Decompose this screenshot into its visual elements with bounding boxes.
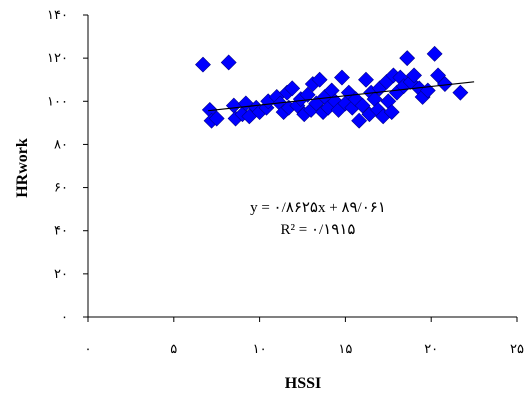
x-tick-label: ۱۵ [338, 341, 352, 356]
y-axis-title: HRwork [14, 138, 31, 198]
data-point [220, 54, 237, 71]
data-point [299, 86, 316, 103]
data-point [358, 71, 374, 88]
x-axis-title: HSSI [285, 375, 321, 392]
r-squared-label: R² = ۰/۱۹۱۵ [281, 222, 356, 238]
data-point [195, 56, 211, 73]
x-tick-label: ۵ [170, 341, 177, 356]
y-tick-label: ۶۰ [54, 180, 68, 195]
y-tick-label: ۰ [61, 309, 68, 324]
data-point [426, 45, 443, 62]
x-tick-label: ۱۰ [253, 341, 267, 356]
data-point [437, 76, 453, 92]
data-point [383, 104, 400, 120]
data-points [195, 45, 469, 129]
data-point [452, 84, 469, 101]
x-tick-label: ۰ [85, 341, 92, 356]
trendline [208, 81, 475, 112]
x-tick-label: ۲۵ [510, 341, 524, 356]
regression-equation: y = ۰/۸۶۲۵x + ۸۹/۰۶۱ [250, 200, 386, 216]
axes: ۰ ۲۰ ۴۰ ۶۰ ۸۰ ۱۰۰ ۱۲۰ ۱۴۰ ۰ ۵ ۱۰ ۱۵ ۲۰ ۲۵ [47, 7, 524, 356]
y-tick-label: ۲۰ [54, 266, 68, 281]
y-tick-label: ۱۲۰ [47, 50, 68, 65]
data-point [354, 97, 371, 114]
y-tick-label: ۸۰ [54, 136, 68, 151]
data-point [311, 71, 328, 88]
data-point [430, 67, 446, 84]
data-point [406, 67, 422, 84]
y-tick-label: ۴۰ [54, 223, 68, 238]
y-tick-label: ۱۴۰ [47, 7, 68, 22]
data-point [399, 50, 416, 67]
x-tick-label: ۲۰ [424, 341, 438, 356]
data-point [208, 110, 225, 127]
y-tick-label: ۱۰۰ [47, 93, 68, 108]
data-point [284, 80, 301, 97]
data-point [334, 69, 350, 86]
data-point [351, 112, 368, 129]
